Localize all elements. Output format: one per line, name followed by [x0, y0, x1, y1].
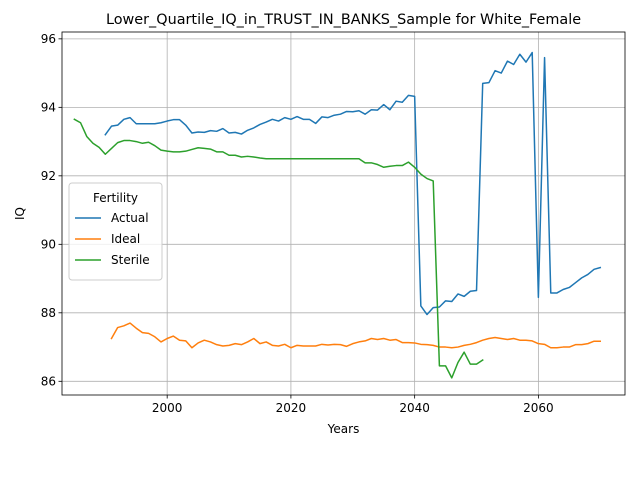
legend-box — [68, 182, 163, 281]
x-tick-label: 2020 — [276, 401, 307, 415]
y-axis-title: IQ — [13, 207, 27, 220]
series-line-sterile — [73, 118, 484, 379]
y-tick-label: 86 — [41, 374, 56, 388]
x-axis-title: Years — [327, 422, 360, 436]
plot-frame — [61, 31, 626, 396]
y-tick-label: 92 — [41, 169, 56, 183]
legend: Fertility Actual Ideal Sterile — [68, 182, 163, 281]
x-tick-label: 2040 — [399, 401, 430, 415]
x-tick-label: 2060 — [523, 401, 554, 415]
series-line-ideal — [110, 322, 601, 349]
x-tick-label: 2000 — [152, 401, 183, 415]
legend-label-sterile: Sterile — [111, 253, 150, 267]
series-line-actual — [104, 51, 602, 316]
legend-entries: Actual Ideal Sterile — [75, 211, 150, 267]
y-tick-label: 88 — [41, 306, 56, 320]
y-tick-label: 96 — [41, 32, 56, 46]
legend-label-ideal: Ideal — [111, 232, 140, 246]
axis-ticks: 2000 2020 2040 2060 86 88 90 92 94 96 — [41, 32, 554, 415]
legend-label-actual: Actual — [111, 211, 149, 225]
y-tick-label: 94 — [41, 100, 56, 114]
legend-title: Fertility — [93, 191, 138, 205]
chart-title: Lower_Quartile_IQ_in_TRUST_IN_BANKS_Samp… — [106, 12, 581, 28]
y-tick-label: 90 — [41, 237, 56, 251]
grid — [62, 32, 625, 395]
series-lines — [73, 51, 602, 379]
